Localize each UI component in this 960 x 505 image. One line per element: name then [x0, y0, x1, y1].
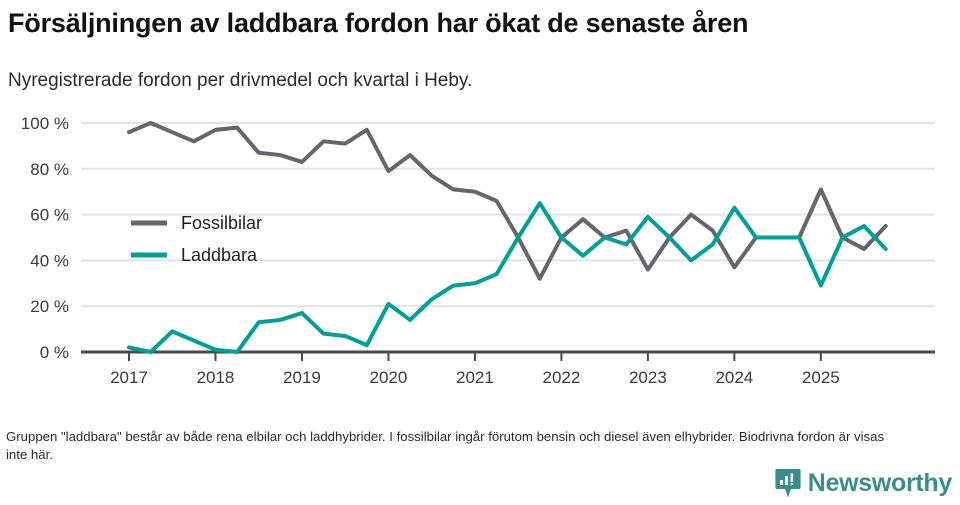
x-tick-label: 2024 — [715, 368, 753, 387]
chart-canvas: 0 % 20 % 40 % 60 % 80 % 100 % 2017 2018 2019 202… — [21, 114, 935, 387]
line-chart: 0 % 20 % 40 % 60 % 80 % 100 % 2017 2018 2019 202… — [0, 105, 960, 395]
x-axis-ticks — [128, 352, 822, 361]
legend-label-fossilbilar: Fossilbilar — [181, 213, 262, 233]
x-axis-tick-labels: 2017 2018 2019 2020 2021 2022 2023 2024 2025 — [110, 368, 840, 387]
gridlines — [81, 122, 935, 308]
chart-legend: Fossilbilar Laddbara — [131, 213, 262, 265]
x-tick-label: 2019 — [283, 368, 321, 387]
page-title: Försäljningen av laddbara fordon har öka… — [8, 8, 749, 38]
x-tick-label: 2020 — [370, 368, 408, 387]
y-tick-label: 60 % — [30, 206, 69, 225]
page-subtitle: Nyregistrerade fordon per drivmedel och … — [8, 70, 473, 91]
x-tick-label: 2022 — [542, 368, 580, 387]
y-tick-label: 0 % — [40, 343, 69, 362]
series-line-laddbara — [127, 201, 888, 354]
x-tick-label: 2021 — [456, 368, 494, 387]
x-tick-label: 2018 — [197, 368, 235, 387]
y-axis-tick-labels: 0 % 20 % 40 % 60 % 80 % 100 % — [21, 114, 69, 362]
y-tick-label: 80 % — [30, 160, 69, 179]
legend-label-laddbara: Laddbara — [181, 245, 258, 265]
x-tick-label: 2025 — [802, 368, 840, 387]
chart-footnote: Gruppen "laddbara" består av både rena e… — [6, 429, 885, 462]
x-tick-label: 2023 — [629, 368, 667, 387]
x-tick-label: 2017 — [110, 368, 148, 387]
data-series-lines — [127, 121, 888, 354]
newsworthy-logo[interactable]: Newsworthy — [775, 466, 952, 500]
bar-chart-pin-icon — [775, 468, 801, 497]
y-tick-label: 100 % — [21, 114, 69, 133]
y-tick-label: 20 % — [30, 297, 69, 316]
logo-wordmark: Newsworthy — [807, 469, 953, 497]
y-tick-label: 40 % — [30, 251, 69, 270]
